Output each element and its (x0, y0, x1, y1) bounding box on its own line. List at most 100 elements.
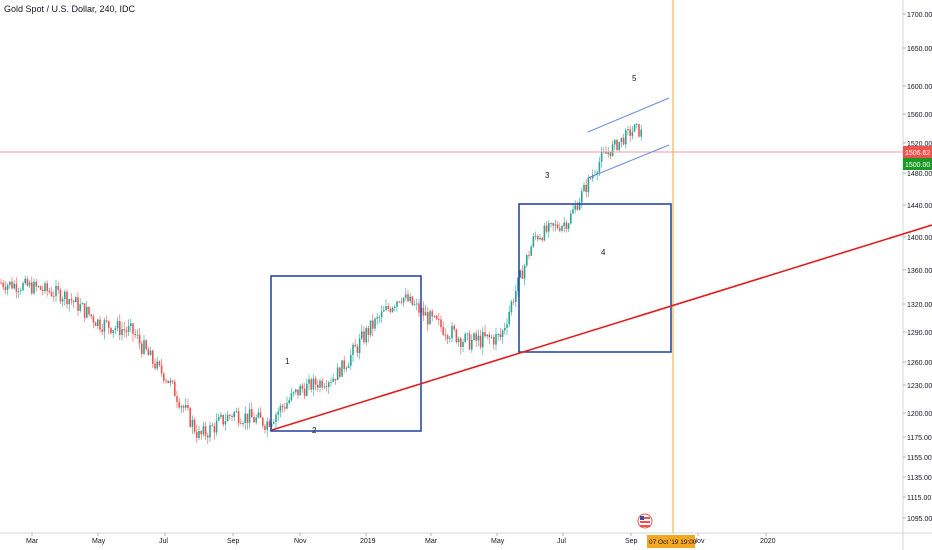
date-badge (647, 535, 695, 548)
candle-body (530, 246, 532, 256)
candle-body (125, 330, 128, 332)
candle-body (297, 389, 299, 396)
candle-body (543, 225, 546, 241)
candle-body (174, 381, 176, 397)
candle-body (224, 421, 227, 425)
channel-top[interactable] (587, 97, 670, 133)
trendline[interactable] (271, 224, 932, 431)
candle-body (618, 142, 620, 150)
candle-body (486, 334, 488, 337)
candle-body (471, 339, 473, 350)
candle-body (352, 344, 354, 356)
candle-body (411, 296, 414, 305)
candle-body (398, 301, 400, 303)
price-tick-label: 1650.00 (907, 46, 932, 53)
candle-body (561, 226, 563, 231)
candle-body (114, 328, 117, 330)
candle-body (336, 367, 339, 381)
candle-body (400, 301, 403, 303)
box-2[interactable] (518, 203, 672, 353)
candle-body (53, 296, 55, 297)
box-1[interactable] (270, 275, 422, 432)
wave-label-5: 5 (632, 74, 637, 83)
candle-body (61, 299, 64, 302)
candle-body (48, 290, 51, 293)
candle-body (35, 281, 37, 287)
candle-body (99, 319, 101, 330)
channel-bottom[interactable] (587, 144, 670, 179)
candle-body (607, 152, 609, 154)
candle-body (356, 346, 359, 353)
candle-body (182, 406, 185, 408)
candle-body (75, 297, 77, 303)
candle-body (233, 412, 235, 418)
candle-body (394, 306, 396, 308)
candle-body (209, 425, 211, 438)
candle-body (20, 290, 22, 292)
time-tick-label: Jul (557, 538, 566, 545)
time-tick-label: Mar (425, 538, 438, 545)
price-tick-label: 1260.00 (907, 360, 932, 367)
candle-body (347, 365, 350, 368)
candle-body (226, 414, 229, 422)
candle-body (290, 393, 293, 401)
price-tick-label: 1400.00 (907, 235, 932, 242)
candle-body (534, 235, 537, 237)
candle-body (552, 223, 554, 226)
candle-body (622, 137, 625, 145)
candle-body (433, 315, 436, 317)
candle-body (92, 316, 95, 323)
candle-body (629, 129, 631, 136)
candle-body (257, 412, 260, 418)
candle-body (405, 294, 407, 298)
candle-body (116, 321, 119, 329)
candle-body (640, 129, 642, 137)
candle-body (383, 310, 385, 312)
candle-body (213, 425, 216, 433)
candle-body (457, 338, 460, 343)
candle-body (556, 224, 559, 229)
candle-body (631, 131, 634, 136)
candle-body (77, 297, 79, 311)
candle-body (303, 388, 306, 396)
candle-body (72, 300, 75, 303)
candle-body (361, 331, 363, 339)
price-tick-label: 1135.00 (907, 475, 932, 482)
candle-body (358, 338, 361, 353)
candle-body (559, 228, 561, 231)
candle-body (33, 281, 35, 294)
candle-body (108, 321, 110, 328)
candle-body (554, 224, 557, 226)
candle-body (455, 329, 458, 343)
price-axis: 1700.00 1650.00 1600.00 1560.00 1520.00 1480.… (903, 12, 932, 523)
candle-body (204, 426, 207, 436)
candle-body (202, 426, 205, 435)
price-tick-label: 1155.00 (907, 455, 932, 462)
candle-body (248, 409, 251, 423)
candle-body (501, 330, 504, 337)
candle-body (369, 320, 372, 335)
candle-body (328, 382, 330, 387)
candle-body (308, 379, 310, 384)
candle-body (64, 291, 66, 300)
candle-body (422, 307, 425, 316)
candle-body (402, 297, 405, 303)
candle-body (145, 340, 147, 350)
candle-body (363, 331, 365, 343)
candle-body (2, 283, 4, 288)
candle-body (537, 235, 539, 240)
price-tick-label: 1700.00 (907, 12, 932, 19)
candle-body (473, 333, 475, 340)
candle-body (627, 129, 629, 131)
candle-body (143, 340, 145, 354)
us-flag-icon[interactable] (637, 513, 653, 529)
candle-body (440, 319, 442, 328)
candle-body (231, 415, 233, 418)
candle-body (244, 413, 246, 423)
candle-body (515, 291, 517, 302)
time-tick-label: Sep (227, 538, 240, 545)
candle-body (317, 384, 319, 388)
candle-body (418, 303, 420, 313)
candle-body (136, 334, 139, 336)
